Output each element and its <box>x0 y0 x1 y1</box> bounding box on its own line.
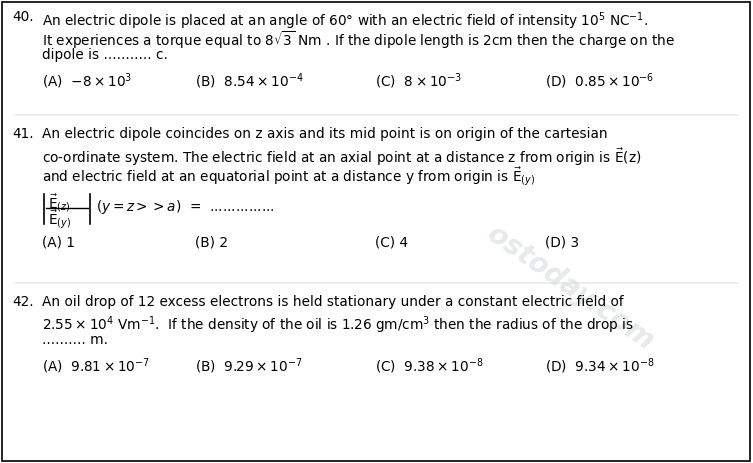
Text: (D)  $9.34\times10^{-8}$: (D) $9.34\times10^{-8}$ <box>545 356 654 375</box>
Text: 42.: 42. <box>12 295 34 309</box>
Text: An electric dipole is placed at an angle of 60° with an electric field of intens: An electric dipole is placed at an angle… <box>42 10 648 31</box>
Text: (B)  $9.29\times10^{-7}$: (B) $9.29\times10^{-7}$ <box>195 356 303 375</box>
Text: .......... m.: .......... m. <box>42 333 108 347</box>
Text: (D)  $0.85\times10^{-6}$: (D) $0.85\times10^{-6}$ <box>545 71 654 91</box>
Text: (A) 1: (A) 1 <box>42 236 75 250</box>
Text: (B) 2: (B) 2 <box>195 236 228 250</box>
Text: $\vec{\mathrm{E}}_{(y)}$: $\vec{\mathrm{E}}_{(y)}$ <box>48 208 71 231</box>
Text: (C) 4: (C) 4 <box>375 236 408 250</box>
Text: dipole is ........... c.: dipole is ........... c. <box>42 48 168 62</box>
Text: An electric dipole coincides on z axis and its mid point is on origin of the car: An electric dipole coincides on z axis a… <box>42 127 608 141</box>
Text: (D) 3: (D) 3 <box>545 236 579 250</box>
Text: It experiences a torque equal to $8\sqrt{3}$ Nm . If the dipole length is 2cm th: It experiences a torque equal to $8\sqrt… <box>42 29 675 51</box>
Text: and electric field at an equatorial point at a distance y from origin is $\vec{\: and electric field at an equatorial poin… <box>42 165 535 188</box>
Text: An oil drop of 12 excess electrons is held stationary under a constant electric : An oil drop of 12 excess electrons is he… <box>42 295 623 309</box>
Text: $(y = z >> a)$  =  ...............: $(y = z >> a)$ = ............... <box>96 198 275 216</box>
Text: (C)  $9.38\times10^{-8}$: (C) $9.38\times10^{-8}$ <box>375 356 483 375</box>
Text: (A)  $9.81\times10^{-7}$: (A) $9.81\times10^{-7}$ <box>42 356 150 375</box>
Text: (A)  $-8\times10^{3}$: (A) $-8\times10^{3}$ <box>42 71 133 91</box>
Text: 41.: 41. <box>12 127 34 141</box>
Text: $2.55\times10^4$ Vm$^{-1}$.  If the density of the oil is 1.26 gm/cm$^3$ then th: $2.55\times10^4$ Vm$^{-1}$. If the densi… <box>42 314 634 336</box>
Text: $\vec{\mathrm{E}}_{(z)}$: $\vec{\mathrm{E}}_{(z)}$ <box>48 192 70 214</box>
Text: (B)  $8.54\times10^{-4}$: (B) $8.54\times10^{-4}$ <box>195 71 303 91</box>
Text: 40.: 40. <box>12 10 34 24</box>
Text: co-ordinate system. The electric field at an axial point at a distance z from or: co-ordinate system. The electric field a… <box>42 146 642 168</box>
Text: ostoday.com: ostoday.com <box>481 220 658 356</box>
Text: (C)  $8\times10^{-3}$: (C) $8\times10^{-3}$ <box>375 71 462 91</box>
